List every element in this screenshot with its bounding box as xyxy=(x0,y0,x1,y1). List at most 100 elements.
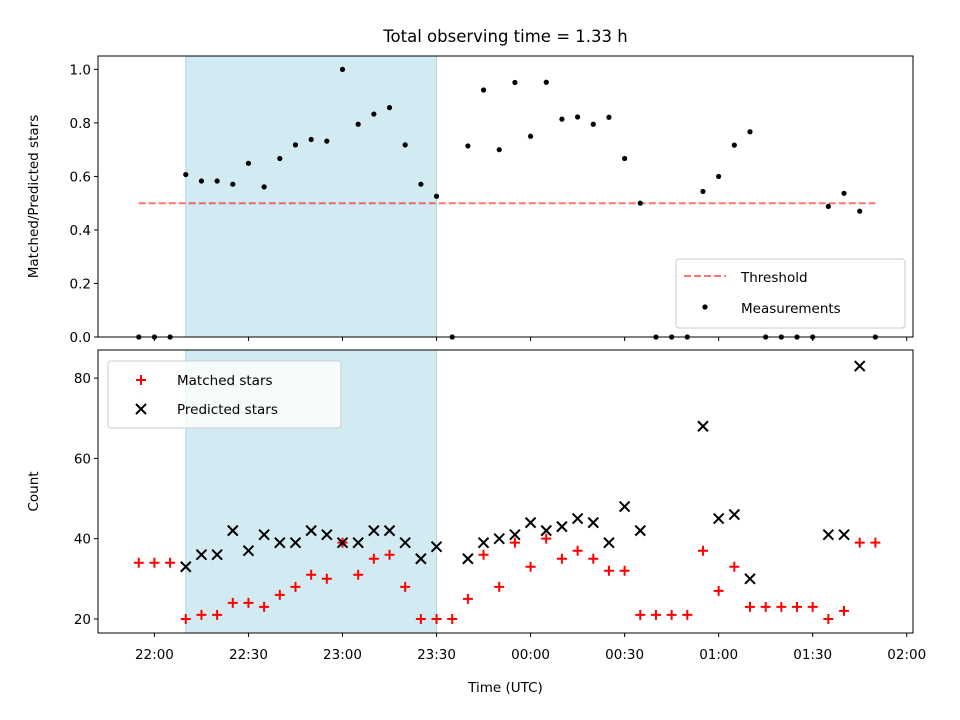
measurement-point xyxy=(841,190,847,196)
predicted-star-point xyxy=(180,561,192,573)
measurement-point xyxy=(418,181,424,187)
bottom-x-ticks: 22:00 22:30 23:00 23:30 00:00 00:30 01:00 01:30… xyxy=(135,633,926,663)
matched-star-point xyxy=(400,581,411,592)
measurement-point xyxy=(402,142,408,148)
matched-star-point xyxy=(462,593,473,604)
measurement-point xyxy=(292,142,299,148)
predicted-star-point xyxy=(383,524,396,537)
predicted-star-point xyxy=(227,524,239,537)
measurement-point xyxy=(480,87,487,93)
predicted-star-point xyxy=(556,520,568,533)
predicted-stars-points xyxy=(180,360,866,585)
measurement-point xyxy=(230,181,236,187)
y-tick-label: 0.2 xyxy=(70,276,91,292)
matched-star-point xyxy=(368,553,379,564)
x-axis-label: Time (UTC) xyxy=(467,680,543,696)
matched-star-point xyxy=(274,589,285,600)
matched-star-point xyxy=(823,613,834,624)
matched-star-point xyxy=(243,597,254,608)
matched-star-point xyxy=(431,613,442,624)
matched-star-point xyxy=(588,553,599,564)
measurement-point xyxy=(543,79,549,85)
predicted-star-point xyxy=(712,512,725,525)
predicted-star-point xyxy=(603,536,615,549)
measurement-point xyxy=(465,143,471,149)
predicted-star-point xyxy=(415,553,427,565)
predicted-star-point xyxy=(587,516,599,529)
legend-matched-swatch xyxy=(136,375,146,385)
measurement-point xyxy=(261,184,267,190)
matched-star-point xyxy=(133,557,144,568)
measurement-point xyxy=(277,155,283,162)
predicted-star-point xyxy=(321,528,333,541)
x-tick-label: 01:00 xyxy=(699,647,738,663)
predicted-star-point xyxy=(540,524,552,537)
observing-interval-shade xyxy=(185,55,438,338)
top-y-ticks: 0.0 0.2 0.4 0.6 0.8 1.0 xyxy=(70,62,98,346)
predicted-star-point xyxy=(368,524,380,537)
matched-star-point xyxy=(259,601,270,612)
predicted-star-point xyxy=(477,536,490,549)
matched-star-point xyxy=(447,613,458,624)
top-panel: 0.0 0.2 0.4 0.6 0.8 1.0 Total observing time … xyxy=(26,27,914,346)
matched-star-point xyxy=(745,601,755,612)
measurement-point xyxy=(324,138,330,144)
matched-star-point xyxy=(666,609,677,620)
x-tick-label: 22:00 xyxy=(135,647,174,663)
matched-star-point xyxy=(839,605,850,616)
matched-star-point xyxy=(196,609,207,620)
y-tick-label: 1.0 xyxy=(70,62,91,78)
y-tick-label: 40 xyxy=(74,532,91,548)
predicted-star-point xyxy=(728,508,741,521)
measurement-point xyxy=(590,121,596,127)
matched-star-point xyxy=(165,557,176,568)
matched-star-point xyxy=(603,565,614,576)
x-tick-label: 01:30 xyxy=(793,647,832,663)
bottom-legend-box xyxy=(107,360,342,429)
predicted-star-point xyxy=(336,536,349,549)
matched-star-point xyxy=(180,613,191,624)
top-legend-box xyxy=(675,258,906,329)
y-tick-label: 0.6 xyxy=(70,169,91,185)
matched-star-point xyxy=(635,609,646,620)
legend-threshold-label: Threshold xyxy=(740,270,808,286)
matched-star-point xyxy=(572,545,583,556)
measurement-point xyxy=(574,114,581,120)
matched-star-point xyxy=(541,533,552,544)
matched-star-point xyxy=(212,609,223,620)
matched-star-point xyxy=(776,601,787,612)
measurement-point xyxy=(622,155,628,162)
measurement-point xyxy=(214,178,220,184)
predicted-star-point xyxy=(289,536,302,549)
predicted-star-point xyxy=(822,528,835,541)
predicted-star-point xyxy=(274,536,286,549)
matched-star-point xyxy=(227,597,238,608)
measurement-point xyxy=(857,208,863,214)
measurement-point xyxy=(355,121,361,127)
y-tick-label: 0.4 xyxy=(70,223,91,239)
measurement-point xyxy=(245,160,252,166)
measurement-point xyxy=(606,114,612,120)
y-tick-label: 20 xyxy=(74,612,91,628)
measurement-point xyxy=(700,188,706,195)
x-tick-label: 02:00 xyxy=(887,647,926,663)
measurement-point xyxy=(308,136,314,143)
measurement-point xyxy=(371,111,377,117)
measurement-point xyxy=(496,147,502,153)
predicted-star-point xyxy=(744,573,756,585)
measurement-point xyxy=(747,129,753,135)
bottom-axes-frame xyxy=(97,349,914,634)
y-tick-label: 60 xyxy=(74,451,91,467)
legend-predicted-label: Predicted stars xyxy=(177,402,278,418)
matched-star-point xyxy=(415,613,426,624)
matched-star-point xyxy=(509,537,520,548)
matched-star-point xyxy=(619,565,630,576)
x-tick-label: 22:30 xyxy=(229,647,268,663)
matched-star-point xyxy=(792,601,803,612)
matched-star-point xyxy=(760,601,771,612)
top-y-axis-label: Matched/Predicted stars xyxy=(26,115,42,278)
measurement-point xyxy=(559,116,565,122)
measurement-point xyxy=(183,171,189,178)
legend-measurements-swatch xyxy=(702,304,708,310)
y-tick-label: 80 xyxy=(74,371,91,387)
